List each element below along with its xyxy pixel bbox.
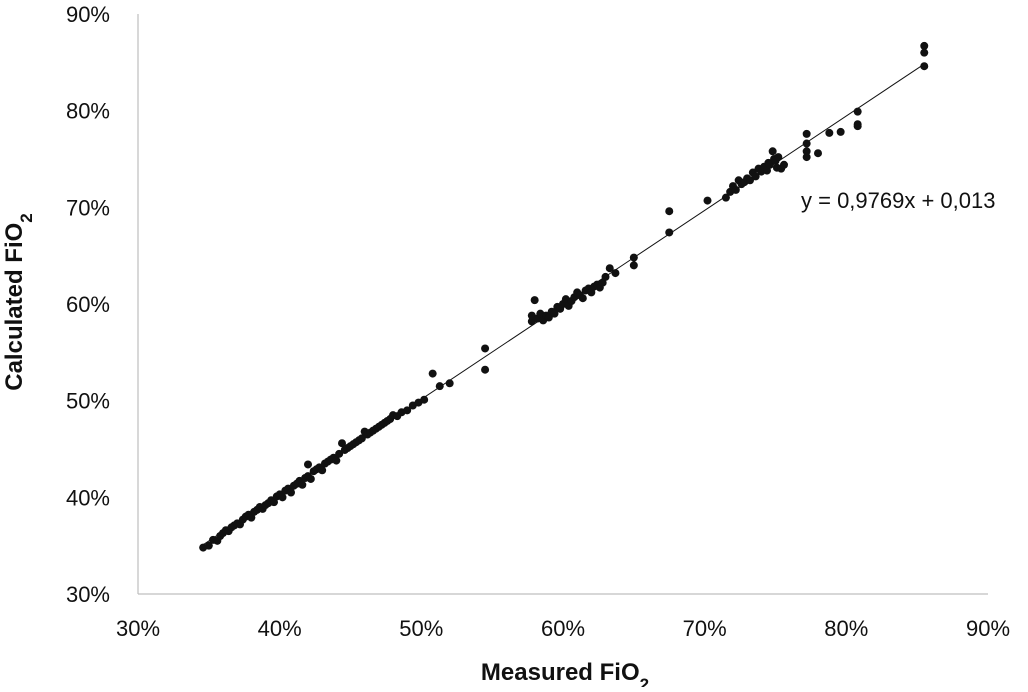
data-points [199,41,929,552]
data-point [481,344,490,353]
axes: 30% 40% 50% 60% 70% 80% 90% 30% 40% 50% 60% 70% 80% 9… [66,2,1010,641]
y-tick-label: 60% [66,292,110,317]
y-tick-label: 30% [66,582,110,607]
data-point [420,395,429,404]
y-tick-label: 90% [66,2,110,27]
data-point [550,309,559,318]
x-tick-label: 40% [258,616,302,641]
data-point [338,439,346,448]
x-tick-label: 50% [399,616,443,641]
data-point [665,228,674,237]
data-point [481,365,490,374]
y-axis-title-subscript: 2 [17,213,36,222]
data-point [920,41,929,50]
data-point [428,369,437,378]
data-point [802,147,811,156]
data-point [721,193,730,202]
data-point [287,488,295,497]
y-tick-label: 40% [66,485,110,510]
data-point [629,261,638,270]
data-point [825,128,834,137]
data-point [746,176,754,185]
trendline-equation: y = 0,9769x + 0,013 [801,188,996,213]
y-tick-label: 70% [66,195,110,220]
data-point [332,456,341,465]
data-point [298,480,307,489]
x-axis-title-subscript: 2 [640,675,649,688]
data-point [578,294,587,303]
data-point [920,48,929,57]
y-tick-label: 50% [66,389,110,414]
data-point [802,139,811,148]
y-axis-title: Calculated FiO2 [1,213,36,391]
data-point [335,449,344,458]
data-point [853,107,862,116]
axis-labels: y = 0,9769x + 0,013 Measured FiO2 Calcul… [1,188,996,692]
data-point [731,185,740,194]
y-axis-title-text: Calculated FiO [1,223,28,391]
data-point [802,153,811,162]
data-point [318,466,327,475]
data-point [765,160,774,169]
data-point [278,493,287,502]
data-point [665,207,674,216]
data-point [836,127,845,136]
data-point [751,172,760,181]
data-point [204,541,213,550]
data-point [814,149,822,158]
data-point [601,272,610,281]
data-point [780,160,788,169]
data-point [774,153,783,162]
data-point [920,62,929,71]
data-point [403,406,412,415]
data-point [768,147,777,156]
data-point [853,120,862,129]
data-point [445,379,454,388]
data-point [306,474,315,483]
x-tick-label: 90% [966,616,1010,641]
data-point [357,434,366,443]
y-tick-label: 80% [66,99,110,124]
x-tick-label: 30% [116,616,160,641]
x-axis-title: Measured FiO2 [481,659,649,687]
x-axis-title-text: Measured FiO [481,659,640,686]
data-point [703,196,712,205]
x-tick-label: 80% [824,616,868,641]
data-point [611,269,620,278]
x-tick-label: 70% [683,616,727,641]
data-point [304,460,312,469]
x-tick-label: 60% [541,616,585,641]
data-point [629,253,638,262]
data-point [605,264,614,273]
data-point [530,296,539,305]
data-point [802,129,811,138]
data-point [435,382,444,391]
